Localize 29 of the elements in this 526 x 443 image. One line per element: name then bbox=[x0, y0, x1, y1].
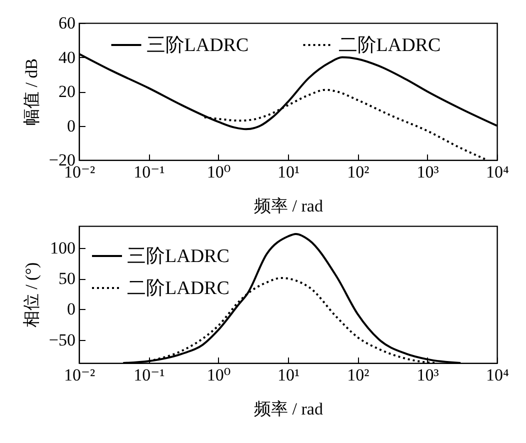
x-tick-label: 10⁴ bbox=[486, 366, 510, 384]
y-tick-label: 0 bbox=[67, 300, 76, 319]
y-tick-label: 20 bbox=[58, 82, 76, 101]
y-tick-label: 40 bbox=[58, 48, 76, 67]
legend-label: 三阶LADRC bbox=[127, 246, 230, 267]
y-tick-label: 0 bbox=[67, 116, 76, 136]
x-tick-label: 10⁴ bbox=[486, 162, 510, 182]
x-tick-label: 10⁻² bbox=[64, 366, 96, 384]
legend-label: 三阶LADRC bbox=[146, 35, 249, 56]
x-tick-label: 10⁰ bbox=[206, 366, 231, 384]
x-tick-label: 10³ bbox=[416, 366, 439, 384]
y-tick-label: 50 bbox=[58, 269, 76, 288]
x-tick-label: 10² bbox=[347, 162, 370, 182]
x-tick-label: 10¹ bbox=[277, 366, 300, 384]
x-tick-label: 10⁻¹ bbox=[134, 366, 165, 384]
x-axis-title: 频率 / rad bbox=[254, 196, 324, 216]
y-tick-label: 100 bbox=[50, 238, 76, 258]
x-tick-label: 10⁻¹ bbox=[134, 162, 165, 182]
y-tick-label: 60 bbox=[58, 14, 76, 32]
legend-label: 二阶LADRC bbox=[338, 35, 441, 56]
x-tick-label: 10¹ bbox=[277, 162, 300, 182]
x-axis-title: 频率 / rad bbox=[254, 400, 324, 418]
y-tick-label: −50 bbox=[48, 330, 76, 350]
y-axis-title: 相位 / (°) bbox=[22, 262, 41, 328]
x-tick-label: 10³ bbox=[416, 162, 439, 182]
x-tick-label: 10² bbox=[347, 366, 370, 384]
y-axis-title: 幅值 / dB bbox=[22, 58, 41, 126]
x-tick-label: 10⁰ bbox=[206, 162, 231, 182]
legend-label: 二阶LADRC bbox=[127, 278, 230, 299]
